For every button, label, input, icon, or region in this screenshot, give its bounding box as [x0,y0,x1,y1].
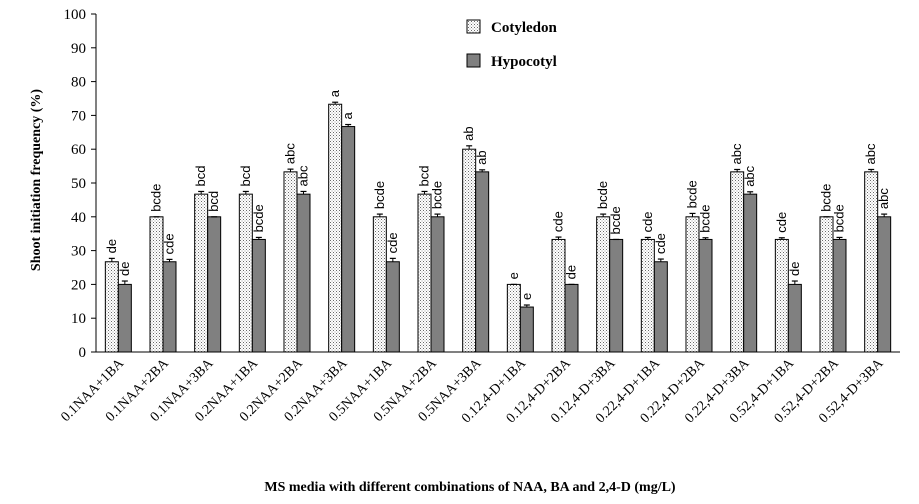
data-label: cde [640,211,655,232]
bar-hypocotyl [743,193,758,353]
data-label: bcde [430,181,445,209]
axes: 0 10 20 30 40 50 60 70 80 90 100 [64,7,900,361]
data-label: bcde [832,204,847,232]
data-label: bcde [685,180,700,208]
y-tick-label: 100 [64,7,87,23]
bar-hypocotyl [162,261,177,353]
y-tick-label: 50 [71,176,86,192]
bar-hypocotyl [430,216,445,353]
bar-cotyledon [328,103,343,353]
y-tick-label: 30 [71,244,86,260]
data-label: bcde [608,206,623,234]
bar-hypocotyl [385,261,400,353]
data-label: cde [162,233,177,254]
bar-hypocotyl [653,261,668,353]
bar-hypocotyl [877,216,892,353]
category-labels: 0.1NAA+1BA0.1NAA+2BA0.1NAA+3BA0.2NAA+1BA… [58,356,887,427]
data-label: bcde [372,181,387,209]
legend-swatch-cotyledon [466,19,481,34]
data-label: a [327,89,342,97]
y-tick-label: 20 [71,277,86,293]
data-label: ab [461,126,476,140]
bar-hypocotyl [519,306,534,353]
data-label: bcd [193,165,208,186]
data-label: bcde [251,204,266,232]
y-tick-label: 0 [79,345,87,361]
data-label: de [104,239,119,253]
legend: Cotyledon Hypocotyl [466,19,557,70]
data-label: abc [876,188,891,209]
significance-labels: dedebcdecdebcdbcdbcdbcdeabcabcaabcdecdeb… [104,89,891,300]
x-axis-title: MS media with different combinations of … [264,480,676,495]
data-label: abc [296,165,311,186]
data-label: cde [653,233,668,254]
y-tick-label: 90 [71,41,86,57]
data-label: bcde [819,184,834,212]
data-label: de [787,262,802,276]
legend-label-hypocotyl: Hypocotyl [491,54,557,70]
bar-cotyledon [417,193,432,353]
bar-cotyledon [685,216,700,353]
y-tick-label: 10 [71,311,86,327]
bar-cotyledon [596,216,611,353]
data-label: abc [283,143,298,164]
data-label: abc [863,143,878,164]
bar-hypocotyl [698,238,713,353]
data-label: de [564,265,579,279]
legend-label-cotyledon: Cotyledon [491,20,557,36]
y-tick-label: 70 [71,108,86,124]
data-label: abc [729,143,744,164]
y-axis-title: Shoot initiation frequency (%) [29,89,44,271]
bar-hypocotyl [564,283,579,353]
data-label: e [506,272,521,279]
data-label: e [519,293,534,300]
data-label: bcde [149,184,164,212]
bar-cotyledon [283,171,298,353]
data-label: abc [742,165,757,186]
data-label: cde [774,212,789,233]
bar-hypocotyl [251,238,266,353]
bar-cotyledon [819,216,834,353]
data-label: bcde [698,205,713,233]
bar-hypocotyl [832,238,847,353]
y-tick-label: 80 [71,75,86,91]
bar-cotyledon [640,238,655,353]
data-label: a [340,112,355,120]
data-label: bcd [238,165,253,186]
data-label: de [117,262,132,276]
y-tick-label: 60 [71,142,86,158]
bar-hypocotyl [341,126,356,353]
bar-hypocotyl [475,171,490,353]
bar-cotyledon [551,238,566,353]
data-label: bcd [417,165,432,186]
data-label: bcd [206,191,221,212]
data-label: cde [385,232,400,253]
data-label: cde [551,211,566,232]
bar-hypocotyl [787,283,802,353]
bar-cotyledon [730,171,745,353]
bar-hypocotyl [117,283,132,353]
y-tick-label: 40 [71,210,86,226]
bar-hypocotyl [296,193,311,353]
bar-cotyledon [774,238,789,353]
data-label: bcde [595,181,610,209]
bar-cotyledon [462,148,477,353]
bars [104,101,892,353]
bar-cotyledon [194,193,209,353]
legend-swatch-hypocotyl [466,53,481,68]
bar-hypocotyl [609,238,624,353]
bar-hypocotyl [207,216,222,353]
data-label: ab [474,150,489,164]
